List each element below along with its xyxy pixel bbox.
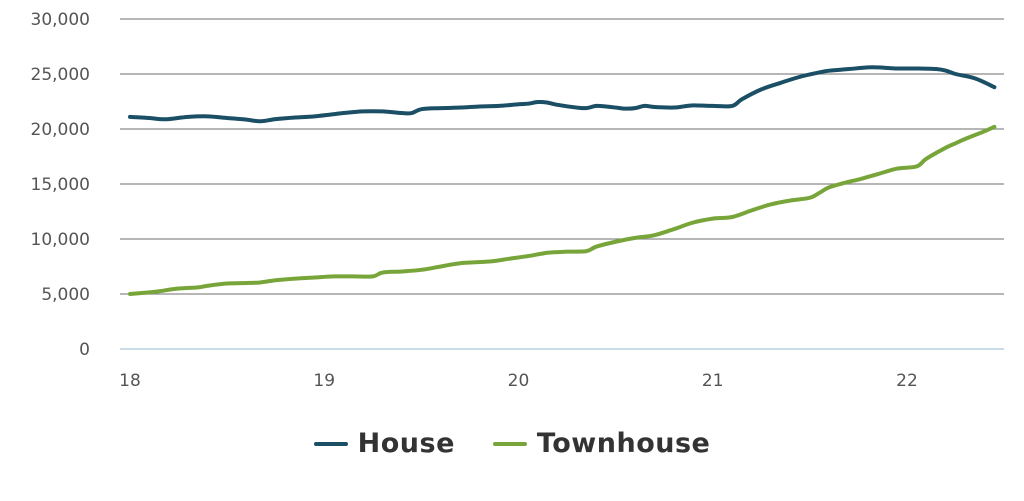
series-line-house — [128, 65, 997, 124]
y-tick-label: 10,000 — [31, 230, 90, 250]
x-tick-label: 21 — [702, 371, 724, 391]
legend-label-townhouse: Townhouse — [536, 428, 711, 459]
y-tick-label: 15,000 — [31, 175, 90, 195]
legend-item-house: House — [313, 428, 455, 459]
legend-label-house: House — [357, 428, 455, 459]
x-tick-label: 22 — [896, 371, 918, 391]
y-tick-label: 0 — [79, 340, 90, 360]
x-tick-label: 20 — [508, 371, 530, 391]
y-tick-label: 5,000 — [41, 285, 90, 305]
chart-legend: House Townhouse — [0, 428, 1024, 459]
legend-item-townhouse: Townhouse — [492, 428, 711, 459]
y-tick-label: 25,000 — [31, 65, 90, 85]
series-line-townhouse — [128, 124, 997, 296]
x-tick-label: 18 — [119, 371, 141, 391]
legend-swatch-house — [313, 441, 348, 446]
y-tick-label: 20,000 — [31, 120, 90, 140]
y-tick-label: 30,000 — [31, 10, 90, 30]
x-tick-label: 19 — [313, 371, 335, 391]
line-chart: 0 5,000 10,000 15,000 20,000 25,000 30,000 18 19… — [31, 10, 1004, 391]
legend-swatch-townhouse — [492, 441, 527, 446]
